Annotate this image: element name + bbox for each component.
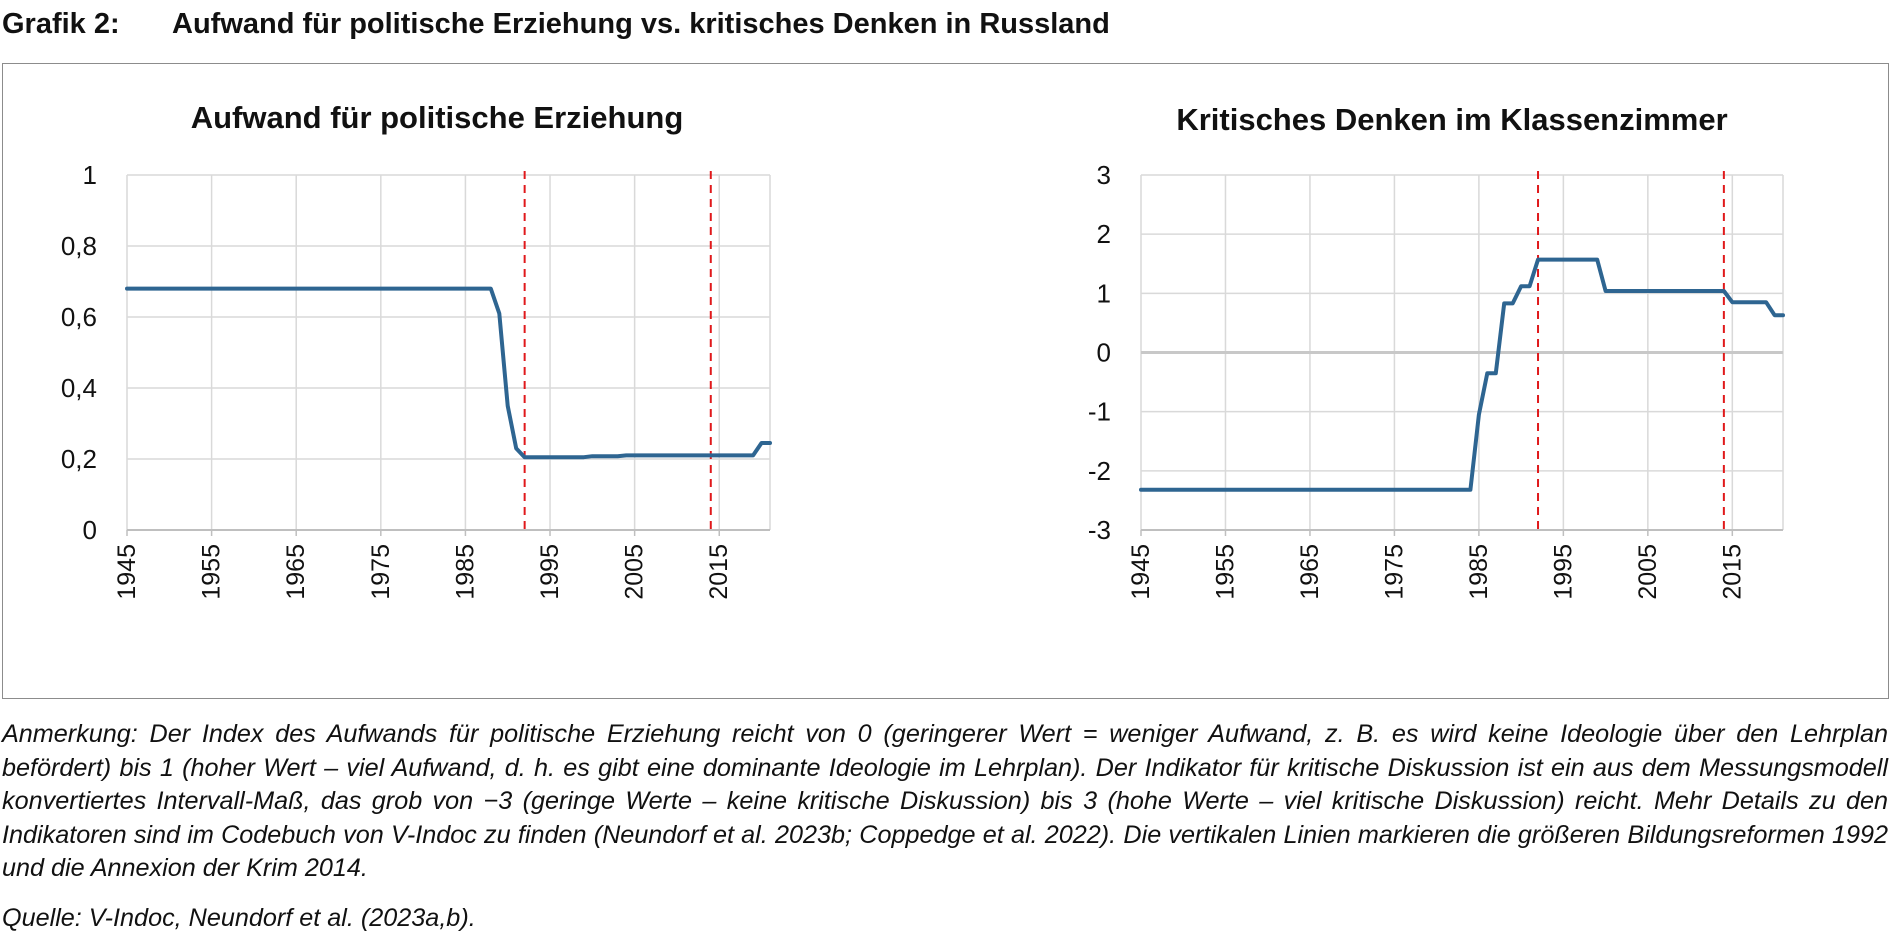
x-tick-label: 1955 xyxy=(198,544,226,600)
x-tick-label: 1975 xyxy=(1380,544,1408,600)
x-tick-label: 1965 xyxy=(1296,544,1324,600)
x-tick-label: 1945 xyxy=(113,544,141,600)
x-tick-label: 1995 xyxy=(1549,544,1577,600)
x-tick-label: 2015 xyxy=(705,544,733,600)
chart-title: Kritisches Denken im Klassenzimmer xyxy=(1176,102,1727,137)
charts-svg: Aufwand für politische Erziehung 1945 1955… xyxy=(61,100,1785,600)
y-tick-label: -1 xyxy=(1088,397,1111,427)
x-tick-label: 1985 xyxy=(1465,544,1493,600)
x-tick-label: 2005 xyxy=(1634,544,1662,600)
x-tick-label: 1995 xyxy=(536,544,564,600)
figure-title: Grafik 2: Aufwand für politische Erziehun… xyxy=(2,8,1110,41)
x-tick-label: 1985 xyxy=(451,544,479,600)
figure-title-text: Aufwand für politische Erziehung vs. kri… xyxy=(172,8,1110,40)
x-tick-label: 2005 xyxy=(621,544,649,600)
x-tick-label: 1945 xyxy=(1127,544,1155,600)
y-tick-label: 3 xyxy=(1097,160,1111,190)
y-tick-label: 0 xyxy=(83,515,97,545)
y-tick-label: 1 xyxy=(83,160,97,190)
chart-title: Aufwand für politische Erziehung xyxy=(191,100,684,135)
x-tick-label: 1965 xyxy=(282,544,310,600)
series-line xyxy=(125,286,772,460)
y-tick-label: 0,6 xyxy=(61,302,97,332)
chart-frame xyxy=(2,63,1889,699)
figure-number: Grafik 2: xyxy=(2,8,120,40)
chart-1: Aufwand für politische Erziehung 1945 1955… xyxy=(61,100,772,600)
chart-2: Kritisches Denken im Klassenzimmer 1945 19… xyxy=(1088,102,1785,600)
x-tick-label: 2015 xyxy=(1718,544,1746,600)
series-line xyxy=(1139,257,1785,492)
note-text: Anmerkung: Der Index des Aufwands für po… xyxy=(2,720,1888,883)
y-tick-label: 0 xyxy=(1097,338,1111,368)
y-tick-label: 1 xyxy=(1097,278,1111,308)
y-tick-label: 0,8 xyxy=(61,231,97,261)
y-tick-label: -3 xyxy=(1088,515,1111,545)
x-tick-label: 1955 xyxy=(1211,544,1239,600)
y-tick-label: 0,4 xyxy=(61,373,97,403)
y-tick-label: 0,2 xyxy=(61,444,97,474)
x-tick-label: 1975 xyxy=(367,544,395,600)
source-text: Quelle: V-Indoc, Neundorf et al. (2023a,… xyxy=(2,904,476,932)
y-tick-label: -2 xyxy=(1088,456,1111,486)
y-tick-label: 2 xyxy=(1097,219,1111,249)
